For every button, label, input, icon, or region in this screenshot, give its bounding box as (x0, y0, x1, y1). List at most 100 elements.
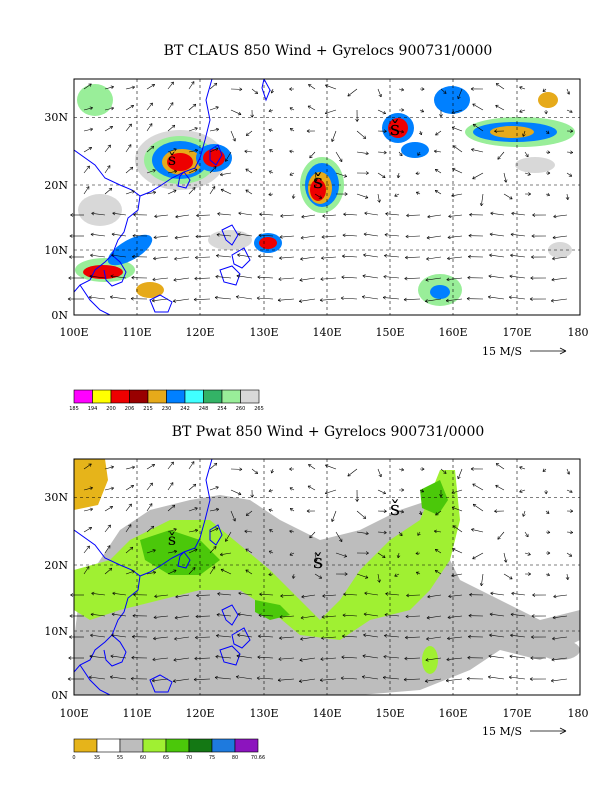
wind-vector-head (173, 148, 177, 152)
wind-vector (209, 106, 219, 111)
wind-vector (209, 546, 217, 554)
wind-vector-head (472, 123, 477, 128)
panel2-grid (74, 459, 580, 695)
wind-vector-head (173, 278, 177, 282)
wind-vector-head (279, 636, 283, 640)
wind-vector-head (468, 634, 471, 639)
wind-vector (566, 573, 569, 580)
wind-vector-head (152, 657, 156, 662)
lon-label: 120E (185, 326, 214, 339)
panel2-coastlines (74, 459, 251, 695)
wind-vector-head (570, 150, 574, 155)
wind-vector (451, 126, 463, 132)
wind-vector-head (215, 507, 220, 512)
wind-vector-head (258, 634, 262, 639)
wind-vector (308, 84, 316, 90)
wind-vector (434, 150, 442, 153)
wind-vector (167, 569, 177, 575)
wind-vector-head (443, 470, 447, 474)
wind-vector-head (472, 556, 476, 560)
wind-vector-head (245, 132, 250, 136)
wind-vector-head (130, 485, 134, 489)
wind-vector (364, 212, 379, 216)
colorbar-swatch (73, 738, 98, 753)
wind-vector (175, 594, 190, 598)
wind-vector-head (451, 193, 455, 198)
wind-vector (519, 109, 526, 113)
wind-vector-head (467, 655, 471, 660)
wind-vector-head (235, 295, 240, 299)
wind-vector-head (175, 594, 179, 599)
wind-vector (551, 298, 568, 302)
wind-vector-head (195, 255, 198, 260)
wind-vector-head (280, 214, 284, 218)
wind-vector (194, 277, 211, 279)
wind-vector-head (503, 559, 508, 563)
wind-vector-head (509, 196, 513, 200)
wind-vector (237, 613, 253, 617)
wind-vector-head (268, 128, 272, 133)
wind-vector (503, 193, 513, 200)
wind-vector (153, 256, 169, 259)
wind-vector (446, 298, 463, 302)
wind-vector (398, 531, 403, 536)
wind-vector-head (289, 467, 293, 471)
wind-vector (415, 552, 421, 554)
wind-vector (83, 527, 92, 533)
wind-vector (341, 656, 358, 659)
wind-vector-head (417, 532, 421, 536)
wind-vector-head (215, 274, 219, 279)
wind-vector-head (339, 158, 343, 162)
wind-vector-head (489, 232, 493, 237)
wind-vector-head (361, 295, 366, 299)
wind-vector (440, 88, 447, 94)
wind-vector (325, 84, 337, 90)
wind-vector (217, 213, 232, 216)
wind-vector-head (494, 509, 498, 514)
wind-vector-head (194, 276, 198, 281)
wind-vector-head (547, 150, 551, 154)
wind-vector-head (90, 612, 94, 617)
wind-vector (173, 277, 190, 281)
wind-vector-head (132, 634, 135, 639)
wind-vector-head (406, 593, 410, 598)
wind-vector-head (238, 111, 242, 116)
wind-vector (289, 487, 295, 491)
wind-vector (356, 510, 367, 519)
wind-vector (238, 212, 253, 216)
wind-vector (236, 676, 253, 680)
wind-vector-head (154, 594, 158, 599)
wind-vector (152, 298, 169, 302)
wind-vector-head (171, 124, 176, 129)
wind-vector-head (519, 466, 523, 470)
wind-vector-head (289, 487, 293, 491)
wind-vector (83, 147, 92, 153)
wind-vector (125, 503, 132, 512)
colorbar-label: 254 (217, 406, 227, 412)
wind-vector-head (194, 168, 198, 172)
colorbar-label: 242 (180, 406, 190, 412)
wind-vector-head (257, 655, 261, 659)
wind-vector (175, 214, 190, 218)
colorbar-label: 206 (125, 406, 135, 412)
wind-vector-head (342, 634, 346, 639)
wind-vector-head (426, 615, 430, 620)
panel1-grid (74, 79, 580, 315)
wind-vector (209, 128, 219, 132)
wind-vector-head (88, 147, 92, 151)
lon-label: 140E (312, 707, 341, 720)
gyre-symbol-icon: š (168, 530, 176, 549)
wind-vector-head (421, 467, 425, 471)
wind-vector-head (154, 214, 158, 219)
wind-vector-head (362, 274, 366, 278)
wind-vector-head (343, 554, 348, 558)
wind-vector (146, 571, 156, 575)
wind-vector (125, 123, 132, 132)
wind-vector (110, 655, 127, 659)
wind-vector (209, 166, 217, 174)
wind-vector-head (472, 176, 476, 180)
lat-label: 10N (44, 625, 68, 638)
wind-vector (342, 234, 358, 237)
wind-vector-head (403, 297, 407, 302)
wind-vector-head (133, 212, 137, 217)
